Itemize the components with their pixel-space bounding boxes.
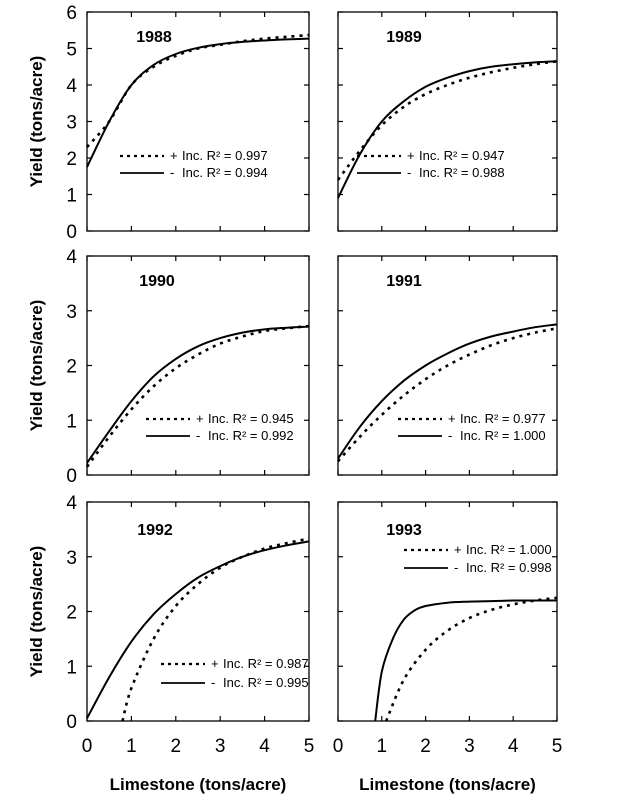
- ticks: [86, 255, 310, 476]
- panel-title: 1993: [386, 522, 422, 539]
- x-tick-label: 0: [82, 736, 93, 757]
- ticks: [337, 255, 558, 476]
- plot-frame: [86, 11, 310, 232]
- x-tick-label: 2: [171, 736, 182, 757]
- legend-label: Inc. R² = 0.945: [208, 411, 294, 426]
- legend-symbol: +: [196, 411, 204, 426]
- y-axis-label: Yield (tons/acre): [27, 546, 46, 678]
- legend-label: Inc. R² = 0.988: [419, 165, 505, 180]
- plot-frame: [337, 501, 558, 722]
- x-tick-label: 4: [259, 736, 270, 757]
- panel-1989: 1989 + Inc. R² = 0.947- Inc. R² = 0.988: [336, 11, 558, 232]
- x-tick-label: 4: [508, 736, 519, 757]
- y-tick-label: 6: [66, 3, 77, 24]
- legend-label: Inc. R² = 0.987: [223, 656, 309, 671]
- series-line-dotted: [385, 596, 558, 722]
- panel-1988: 0 1 2 3 4 5 6 1988 + Inc. R² = 0.997- Inc. R² = 0.…: [27, 3, 310, 243]
- legend-label: Inc. R² = 0.998: [466, 560, 552, 575]
- ticks: [337, 11, 558, 232]
- y-tick-label: 0: [66, 712, 77, 733]
- x-axis-label: Limestone (tons/acre): [110, 775, 287, 794]
- legend-label: Inc. R² = 0.992: [208, 428, 294, 443]
- panel-1992: 0 1 2 3 4 5 0 1 2 3 4 1992 + Inc. R² = 0.987- Inc. R² …: [27, 493, 314, 794]
- series-line-solid: [86, 325, 310, 464]
- legend-symbol: +: [454, 542, 462, 557]
- legend-symbol: +: [211, 656, 219, 671]
- y-tick-label: 3: [66, 302, 77, 323]
- series-line-solid: [337, 323, 558, 460]
- legend-label: Inc. R² = 1.000: [466, 542, 552, 557]
- series-line-solid: [86, 540, 310, 719]
- legend-label: Inc. R² = 0.997: [182, 148, 268, 163]
- x-tick-label: 1: [377, 736, 388, 757]
- legend-symbol: +: [448, 411, 456, 426]
- y-tick-label: 1: [66, 186, 77, 207]
- y-tick-label: 5: [66, 40, 77, 61]
- x-tick-label: 5: [552, 736, 563, 757]
- ticks: [337, 501, 558, 722]
- x-tick-label: 0: [333, 736, 344, 757]
- y-tick-label: 2: [66, 149, 77, 170]
- x-axis-label: Limestone (tons/acre): [359, 775, 536, 794]
- legend-label: Inc. R² = 0.977: [460, 411, 546, 426]
- y-tick-label: 1: [66, 411, 77, 432]
- legend-symbol: -: [211, 675, 215, 690]
- y-tick-label: 0: [66, 222, 77, 243]
- legend-symbol: +: [407, 148, 415, 163]
- panel-1993: 0 1 2 3 4 5 1993 + Inc. R² = 1.000- Inc. R² = 0.9…: [333, 501, 563, 794]
- y-tick-label: 3: [66, 113, 77, 134]
- legend-symbol: -: [448, 428, 452, 443]
- x-tick-label: 2: [420, 736, 431, 757]
- x-tick-label: 5: [304, 736, 315, 757]
- series-line-dotted: [86, 33, 310, 148]
- y-tick-label: 2: [66, 603, 77, 624]
- series-line-solid: [86, 37, 310, 168]
- ticks: [86, 501, 310, 722]
- series-line-dotted: [337, 327, 558, 463]
- series-line-solid: [337, 60, 558, 199]
- panel-title: 1990: [139, 273, 175, 290]
- legend-symbol: -: [170, 165, 174, 180]
- y-tick-label: 4: [66, 76, 77, 97]
- legend-symbol: +: [170, 148, 178, 163]
- legend-label: Inc. R² = 0.994: [182, 165, 268, 180]
- panel-title: 1988: [136, 29, 172, 46]
- y-tick-label: 4: [66, 493, 77, 514]
- y-tick-label: 2: [66, 357, 77, 378]
- x-tick-label: 3: [215, 736, 226, 757]
- legend-symbol: -: [196, 428, 200, 443]
- panel-1991: 1991 + Inc. R² = 0.977- Inc. R² = 1.000: [337, 255, 558, 476]
- legend-symbol: -: [454, 560, 458, 575]
- ticks: [86, 11, 310, 232]
- y-tick-label: 4: [66, 247, 77, 268]
- legend-label: Inc. R² = 0.995: [223, 675, 309, 690]
- panel-title: 1992: [137, 522, 173, 539]
- x-tick-label: 1: [126, 736, 137, 757]
- y-axis-label: Yield (tons/acre): [27, 56, 46, 188]
- legend-label: Inc. R² = 0.947: [419, 148, 505, 163]
- y-tick-label: 1: [66, 657, 77, 678]
- panel-1990: 0 1 2 3 4 1990 + Inc. R² = 0.945- Inc. R² = 0.99…: [27, 247, 310, 487]
- y-tick-label: 3: [66, 548, 77, 569]
- x-tick-label: 3: [464, 736, 475, 757]
- y-axis-label: Yield (tons/acre): [27, 300, 46, 432]
- legend-symbol: -: [407, 165, 411, 180]
- y-tick-label: 0: [66, 466, 77, 487]
- plot-frame: [337, 11, 558, 232]
- series-line-solid: [374, 599, 557, 722]
- legend-label: Inc. R² = 1.000: [460, 428, 546, 443]
- panel-title: 1989: [386, 29, 422, 46]
- panel-title: 1991: [386, 273, 422, 290]
- series-line-dotted: [121, 537, 310, 722]
